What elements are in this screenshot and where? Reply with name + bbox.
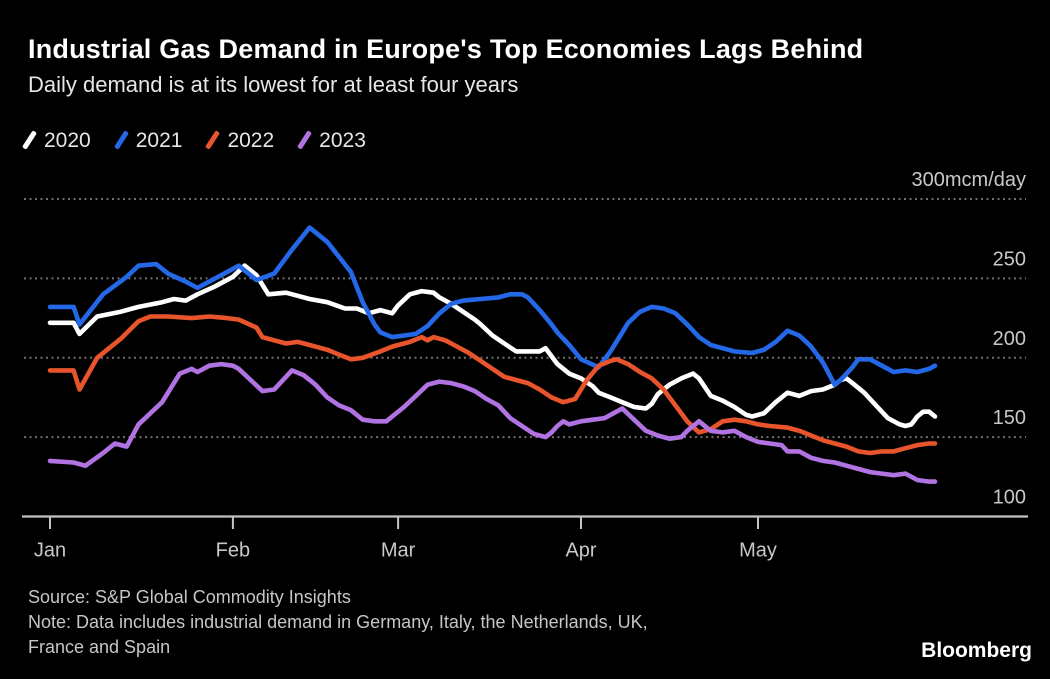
series-line-2022 [47,314,938,456]
chart-subtitle: Daily demand is at its lowest for at lea… [28,72,519,97]
legend-item-2020: 2020 [21,128,91,152]
x-axis-label-Apr: Apr [565,540,596,562]
legend-item-label: 2022 [227,128,275,152]
series-line-2021 [47,225,938,387]
y-axis-label-300: 300mcm/day [912,169,1027,191]
x-axis-label-Mar: Mar [381,540,416,562]
y-axis-label-100: 100 [993,487,1026,509]
source-text: Source: S&P Global Commodity Insights [28,587,351,607]
legend: 2020 2021 2022 2023 [21,125,366,155]
legend-item-label: 2020 [44,128,91,152]
note-text-line1: Note: Data includes industrial demand in… [28,612,648,632]
legend-item-2021: 2021 [113,128,183,152]
y-axis-label-200: 200 [993,328,1026,350]
series-line-2023 [47,361,938,484]
legend-item-2023: 2023 [297,128,366,152]
y-axis-label-250: 250 [993,248,1026,270]
y-axis-label-150: 150 [993,407,1026,429]
footer-notes: Source: S&P Global Commodity Insights No… [28,585,648,660]
legend-item-label: 2023 [319,128,366,152]
x-axis-label-Jan: Jan [34,540,66,562]
legend-item-2022: 2022 [205,128,275,152]
bloomberg-logo: Bloomberg [921,639,1032,662]
x-axis-label-May: May [739,540,777,562]
note-text-line2: France and Spain [28,637,171,657]
x-axis-label-Feb: Feb [216,540,250,562]
legend-item-label: 2021 [135,128,183,152]
chart-title: Industrial Gas Demand in Europe's Top Ec… [28,34,864,64]
